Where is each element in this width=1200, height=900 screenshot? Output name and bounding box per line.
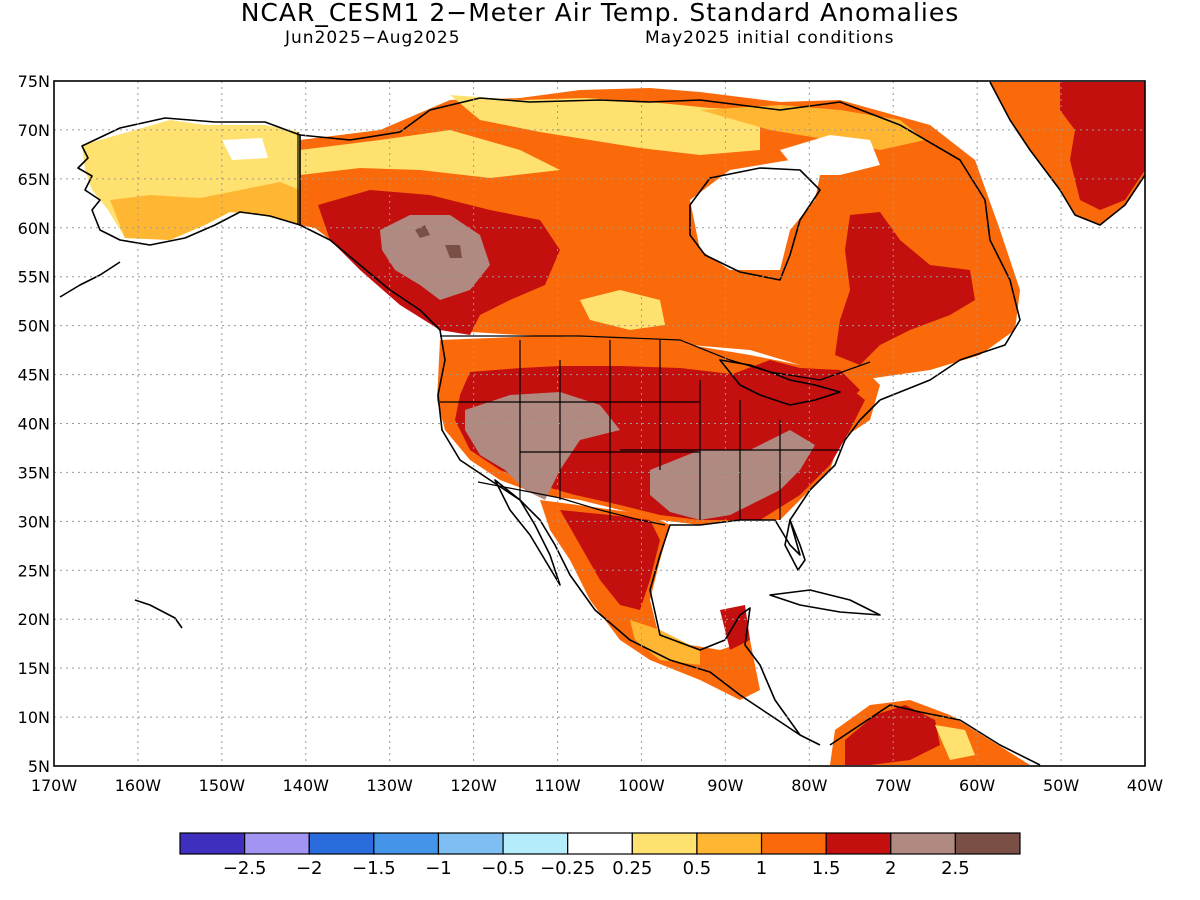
florida [784, 519, 806, 571]
mexico-yellow [630, 620, 700, 665]
us-canada-border [440, 335, 871, 381]
colorbar-label: −0.25 [540, 858, 595, 879]
lon-label: 60W [959, 776, 995, 795]
lon-label: 70W [875, 776, 911, 795]
canada-coast [299, 97, 1021, 401]
lat-label: 30N [18, 512, 50, 531]
colorbar [179, 832, 1021, 855]
axis-labels: 75N 70N 65N 60N 55N 50N 45N 40N 35N 30N 25N 20N 15N 1… [18, 72, 1164, 795]
map-title: NCAR_CESM1 2−Meter Air Temp. Standard An… [240, 0, 960, 27]
colorbar-label: −1 [425, 858, 452, 879]
canada-arctic-yellow [700, 105, 925, 150]
colorbar-labels-svg: −2.5 −2 −1.5 −1 −0.5 −0.25 0.25 0.5 1 1.5 2 2.5 [223, 858, 970, 879]
alaska-coast [77, 117, 301, 246]
lon-label: 90W [707, 776, 743, 795]
lon-label: 80W [791, 776, 827, 795]
south-america-red [845, 705, 940, 765]
ontario-red [730, 360, 860, 410]
lat-label: 35N [18, 463, 50, 482]
canada-yellow-north [450, 95, 760, 155]
canada-yellow-band [300, 130, 560, 178]
bc-dark-brown [415, 225, 462, 258]
us-state-lines [440, 340, 840, 520]
plot-frame [53, 80, 1146, 767]
map-plot-area [54, 81, 1145, 766]
bc-brown [380, 215, 490, 300]
colorbar-swatch [890, 832, 956, 855]
colorbar-label: −2.5 [223, 858, 267, 879]
colorbar-swatch [696, 832, 763, 855]
lat-label: 40N [18, 415, 50, 434]
hudson-bay-coast [689, 167, 821, 281]
south-america-coast [829, 704, 1041, 766]
colorbar-swatch [179, 832, 246, 855]
colorbar-swatch [308, 832, 375, 855]
lon-label: 40W [1127, 776, 1163, 795]
colorbar-label: 2 [885, 858, 896, 879]
colorbar-swatch [502, 832, 569, 855]
lat-label: 15N [18, 659, 50, 678]
gridlines [54, 81, 1145, 766]
lon-label: 130W [367, 776, 414, 795]
alaska-south-shading [110, 182, 300, 240]
colorbar-swatch [954, 832, 1021, 855]
yucatan-red [720, 605, 750, 650]
lat-label: 50N [18, 317, 50, 336]
us-southeast-brown [650, 430, 815, 520]
colorbar-label: −2 [296, 858, 323, 879]
lat-label: 75N [18, 72, 50, 91]
lon-label: 140W [283, 776, 330, 795]
colorbar-label: 1.5 [812, 858, 841, 879]
hudson-bay [690, 160, 820, 270]
mexico-red [560, 510, 660, 610]
prairie-yellow [580, 290, 665, 330]
colorbar-swatch [567, 832, 633, 855]
lat-label: 5N [28, 757, 50, 776]
us-west-brown [465, 392, 620, 500]
lat-label: 65N [18, 170, 50, 189]
colorbar-label: 2.5 [941, 858, 970, 879]
colorbar-swatch [825, 832, 892, 855]
lon-label: 120W [450, 776, 497, 795]
lon-label: 50W [1043, 776, 1079, 795]
quebec-red [835, 212, 975, 365]
lat-label: 25N [18, 561, 50, 580]
lon-label: 110W [534, 776, 581, 795]
lat-label: 60N [18, 219, 50, 238]
baja-coast [494, 479, 561, 586]
lat-label: 70N [18, 121, 50, 140]
us-mexico-border [477, 481, 666, 526]
colorbar-label: 0.5 [683, 858, 712, 879]
cuba [769, 589, 881, 616]
aleutians [59, 261, 121, 298]
gulf-coast [649, 399, 881, 736]
lat-label: 20N [18, 610, 50, 629]
lat-label: 55N [18, 268, 50, 287]
lat-label: 10N [18, 708, 50, 727]
colorbar-swatch [760, 832, 827, 855]
initial-conditions: May2025 initial conditions [645, 28, 895, 48]
political-borders [297, 132, 871, 526]
lon-label: 160W [115, 776, 162, 795]
colorbar-label: −0.5 [481, 858, 525, 879]
greenland-red [1060, 82, 1145, 210]
colorbar-swatch [631, 832, 698, 855]
hudson-strait [780, 135, 880, 175]
forecast-period: Jun2025−Aug2025 [285, 28, 461, 48]
lon-label: 170W [31, 776, 78, 795]
colorbar-swatch [244, 832, 310, 855]
greenland-coast [989, 81, 1145, 226]
south-america-yellow [935, 725, 975, 760]
colorbar-label: 1 [756, 858, 767, 879]
lon-label: 150W [199, 776, 246, 795]
colorbar-swatch [373, 832, 440, 855]
lat-label: 45N [18, 366, 50, 385]
colorbar-label: 0.25 [612, 858, 652, 879]
colorbar-label: −1.5 [352, 858, 396, 879]
lon-label: 100W [618, 776, 665, 795]
alaska-white-gap [222, 138, 268, 160]
colorbar-swatch [437, 832, 504, 855]
hawaii [134, 599, 183, 629]
